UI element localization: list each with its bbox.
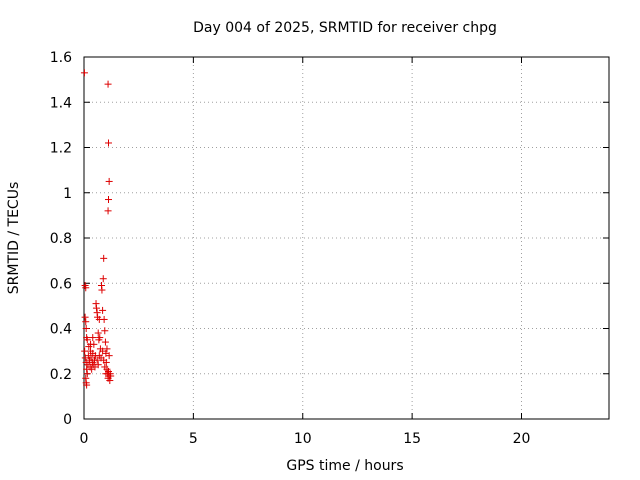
data-point <box>101 327 109 335</box>
data-point <box>106 377 114 385</box>
grid-lines <box>84 57 609 419</box>
y-tick-label: 0 <box>63 412 72 428</box>
y-tick-label: 0.6 <box>50 276 72 292</box>
data-point <box>83 381 91 389</box>
x-tick-label: 15 <box>403 431 421 447</box>
y-axis-label: SRMTID / TECUs <box>6 182 22 295</box>
data-point <box>89 334 97 342</box>
y-tick-label: 1.6 <box>50 50 72 66</box>
data-point <box>98 286 106 294</box>
x-tick-label: 20 <box>513 431 531 447</box>
data-point <box>99 347 107 355</box>
data-point <box>82 325 90 332</box>
x-tick-label: 5 <box>189 431 198 447</box>
plot-frame <box>83 56 610 420</box>
data-point <box>80 69 88 77</box>
data-point <box>105 177 113 185</box>
data-points <box>80 69 115 389</box>
data-point <box>96 334 104 342</box>
data-point <box>81 347 89 355</box>
axis-ticks: 0 5 10 15 20 0 0.2 0.4 0.6 0.8 1 1.2 1.4 1.6 <box>50 50 609 447</box>
data-point <box>81 313 89 321</box>
x-tick-label: 10 <box>294 431 312 447</box>
data-point <box>101 363 109 371</box>
data-point <box>107 372 115 380</box>
x-tick-label: 0 <box>80 431 89 447</box>
y-tick-label: 0.8 <box>50 231 72 247</box>
y-tick-label: 1.2 <box>50 141 72 157</box>
data-point <box>94 329 102 337</box>
x-axis-label: GPS time / hours <box>286 458 403 474</box>
data-point <box>102 370 110 378</box>
data-point <box>95 352 103 360</box>
data-point <box>105 352 113 360</box>
data-point <box>105 139 112 147</box>
data-point <box>105 196 112 204</box>
chart-title: Day 004 of 2025, SRMTID for receiver chp… <box>193 20 497 36</box>
data-point <box>99 306 107 314</box>
data-point <box>94 361 102 369</box>
data-point <box>99 275 107 283</box>
data-point <box>100 254 108 262</box>
data-point <box>82 284 90 292</box>
data-point <box>92 304 100 312</box>
data-point <box>103 345 111 353</box>
data-point <box>83 370 91 378</box>
data-point <box>93 356 101 364</box>
data-point <box>87 340 95 348</box>
data-point <box>82 318 90 326</box>
data-point <box>100 315 108 323</box>
y-tick-label: 0.2 <box>50 367 72 383</box>
data-point <box>100 356 108 364</box>
data-point <box>83 336 91 344</box>
y-tick-label: 1.4 <box>50 95 72 111</box>
data-point <box>104 80 112 88</box>
data-point <box>104 207 112 215</box>
y-tick-label: 1 <box>63 186 72 202</box>
data-point <box>101 338 109 346</box>
y-tick-label: 0.4 <box>50 322 72 338</box>
